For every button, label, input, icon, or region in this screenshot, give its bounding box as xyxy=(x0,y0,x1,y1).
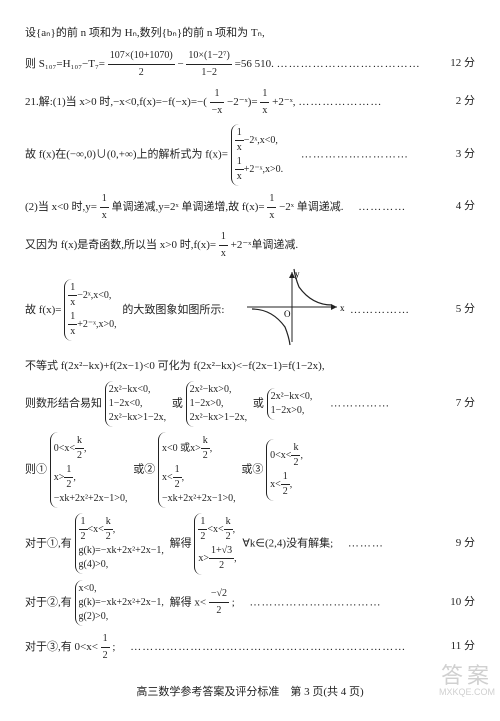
fraction: 1x xyxy=(267,191,276,224)
brace: 2x²−kx<0,1−2x<0,2x²−kx>1−2x, xyxy=(105,381,169,427)
text: 解得 x< xyxy=(170,596,206,608)
text: −2ˣ 单调递减. xyxy=(279,201,343,213)
text: 不等式 f(2x²−kx)+f(2x−1)<0 可化为 f(2x²−kx)<−f… xyxy=(25,360,325,372)
text: −2⁻ˣ)= xyxy=(227,96,258,108)
text: 则 S₁₀₇=H₁₀₇−T₇= xyxy=(25,58,105,70)
text: 或 xyxy=(253,397,264,409)
text: 则① xyxy=(25,463,47,475)
dots: ………………… xyxy=(298,96,382,108)
dots: …………… xyxy=(318,397,390,409)
score: 10 分 xyxy=(450,594,475,612)
score: 3 分 xyxy=(456,146,475,164)
score: 7 分 xyxy=(456,395,475,413)
brace: 0<x<k2, x>12, −xk+2x²+2x−1>0, xyxy=(50,432,131,508)
brace: x<0, g(k)=−xk+2x²+2x−1, g(2)>0, xyxy=(75,580,167,626)
brace: 12<x<k2, x>1+√32, xyxy=(194,513,239,575)
dots: ……………………… xyxy=(289,148,409,160)
dots: ……………………………… xyxy=(277,58,421,70)
text: ; xyxy=(232,596,235,608)
brace: x<0 或x>k2, x<12, −xk+2x²+2x−1>0, xyxy=(158,432,239,508)
brace: 2x²−kx<0,1−2x>0, xyxy=(267,388,316,420)
text: =56 510. xyxy=(235,58,277,70)
function-graph: x y O xyxy=(237,267,347,354)
text: 21.解:(1)当 x>0 时,−x<0,f(x)=−f(−x)=−( xyxy=(25,96,207,108)
fraction: 1x xyxy=(219,229,228,262)
text: ∀k∈(2,4)没有解集; xyxy=(242,537,333,549)
text: 对于③,有 0<x< xyxy=(25,641,98,653)
text: 的大致图象如图所示: xyxy=(122,303,224,315)
brace: 2x²−kx>0,1−2x>0,2x²−kx>1−2x, xyxy=(186,381,250,427)
score: 11 分 xyxy=(451,638,475,656)
text: 或 xyxy=(172,397,183,409)
text: 单调递减,y=2ˣ 单调递增,故 f(x)= xyxy=(111,201,264,213)
fraction: 10×(1−2⁷)1−2 xyxy=(186,48,231,81)
text: +2⁻ˣ, xyxy=(272,96,298,108)
text: 故 f(x)在(−∞,0)∪(0,+∞)上的解析式为 f(x)= xyxy=(25,148,228,160)
brace: 12<x<k2, g(k)=−xk+2x²+2x−1, g(4)>0, xyxy=(75,513,167,574)
fraction: −√22 xyxy=(209,586,229,619)
text: (2)当 x<0 时,y= xyxy=(25,201,97,213)
text: 则数形结合易知 xyxy=(25,397,102,409)
text: − xyxy=(177,58,183,70)
brace: 0<x<k2, x<12, xyxy=(266,439,306,501)
fraction: 107×(10+1070)2 xyxy=(108,48,175,81)
text: 故 f(x)= xyxy=(25,303,61,315)
text: 或③ xyxy=(241,463,263,475)
fraction: 1x xyxy=(100,191,109,224)
score: 12 分 xyxy=(450,55,475,73)
text: 对于②,有 xyxy=(25,596,72,608)
text: 或② xyxy=(133,463,155,475)
page-footer: 高三数学参考答案及评分标准 第 3 页(共 4 页) xyxy=(25,684,475,702)
dots: …………………………… xyxy=(238,596,382,608)
text: 解得 xyxy=(170,537,192,549)
score: 2 分 xyxy=(456,93,475,111)
dots: …………… xyxy=(350,303,410,315)
dots: ………… xyxy=(346,201,406,213)
fraction: 1x xyxy=(260,86,269,119)
text: ; xyxy=(112,641,115,653)
score: 4 分 xyxy=(456,198,475,216)
fraction: 1−x xyxy=(210,86,225,119)
dots: ……… xyxy=(336,537,384,549)
text: +2⁻ˣ单调递减. xyxy=(231,239,298,251)
text: 又因为 f(x)是奇函数,所以当 x>0 时,f(x)= xyxy=(25,239,216,251)
score: 9 分 xyxy=(456,535,475,553)
dots: …………………………………………………………… xyxy=(118,641,406,653)
watermark: 答案 MXKQE.COM xyxy=(439,664,495,698)
brace: 1x−2ˣ,x<0, 1x+2⁻ˣ,x>0, xyxy=(64,279,119,341)
text: 对于①,有 xyxy=(25,537,72,549)
text: 设{aₙ}的前 n 项和为 Hₙ,数列{bₙ}的前 n 项和为 Tₙ, xyxy=(25,27,265,39)
fraction: 12 xyxy=(101,631,110,664)
score: 5 分 xyxy=(456,301,475,319)
svg-text:O: O xyxy=(284,309,291,319)
svg-text:x: x xyxy=(340,303,345,313)
brace: 1x−2ˣ,x<0, 1x+2⁻ˣ,x>0. xyxy=(231,124,286,186)
